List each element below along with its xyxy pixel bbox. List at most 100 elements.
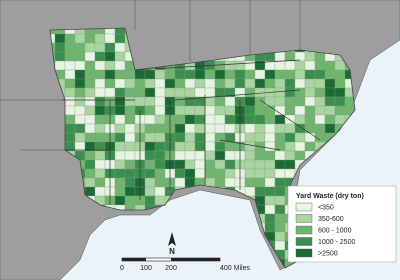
- county: [264, 105, 276, 116]
- county: [194, 78, 206, 89]
- county: [284, 105, 296, 116]
- county: [314, 60, 326, 71]
- county: [234, 78, 246, 89]
- county: [124, 87, 136, 98]
- county: [214, 96, 226, 107]
- county: [64, 51, 76, 62]
- county: [124, 123, 136, 134]
- county: [254, 168, 266, 179]
- county: [304, 51, 316, 62]
- county: [224, 123, 236, 134]
- county: [274, 240, 286, 251]
- county: [224, 96, 236, 107]
- county: [104, 60, 116, 71]
- county: [104, 69, 116, 80]
- county: [114, 105, 126, 116]
- county: [114, 168, 126, 179]
- county: [64, 78, 76, 89]
- county: [244, 159, 256, 170]
- county: [304, 141, 316, 152]
- county: [214, 78, 226, 89]
- county: [214, 60, 226, 71]
- county: [184, 168, 196, 179]
- county: [174, 114, 186, 125]
- county: [254, 186, 266, 197]
- county: [144, 105, 156, 116]
- county: [194, 141, 206, 152]
- county: [194, 105, 206, 116]
- county: [294, 87, 306, 98]
- county: [64, 123, 76, 134]
- scale-bar-segment: [171, 258, 220, 261]
- scale-label: 100: [140, 265, 152, 272]
- county: [194, 168, 206, 179]
- county: [284, 69, 296, 80]
- county: [284, 87, 296, 98]
- county: [144, 168, 156, 179]
- county: [274, 60, 286, 71]
- county: [74, 105, 86, 116]
- county: [274, 213, 286, 224]
- county: [94, 87, 106, 98]
- county: [264, 114, 276, 125]
- county: [124, 186, 136, 197]
- county: [174, 123, 186, 134]
- county: [184, 159, 196, 170]
- county: [334, 114, 346, 125]
- county: [304, 69, 316, 80]
- county: [274, 78, 286, 89]
- county: [244, 150, 256, 161]
- county: [84, 105, 96, 116]
- county: [154, 186, 166, 197]
- county: [264, 177, 276, 188]
- scale-label: 400 Miles: [220, 265, 250, 272]
- county: [94, 96, 106, 107]
- county: [94, 60, 106, 71]
- county: [94, 42, 106, 53]
- county: [314, 51, 326, 62]
- legend-label: >2500: [318, 250, 338, 257]
- county: [274, 231, 286, 242]
- county: [74, 132, 86, 143]
- county: [284, 132, 296, 143]
- county: [214, 177, 226, 188]
- county: [94, 33, 106, 44]
- county: [164, 69, 176, 80]
- county: [64, 105, 76, 116]
- county: [184, 132, 196, 143]
- county: [264, 132, 276, 143]
- state-borders: [0, 0, 301, 151]
- county: [304, 78, 316, 89]
- county: [64, 114, 76, 125]
- county: [294, 141, 306, 152]
- county: [254, 78, 266, 89]
- county: [284, 60, 296, 71]
- county: [264, 195, 276, 206]
- county: [314, 96, 326, 107]
- county: [84, 177, 96, 188]
- county: [114, 195, 126, 206]
- county: [264, 78, 276, 89]
- county: [114, 69, 126, 80]
- county: [324, 78, 336, 89]
- county: [154, 96, 166, 107]
- county: [264, 204, 276, 215]
- county: [94, 51, 106, 62]
- county: [114, 123, 126, 134]
- county: [54, 33, 66, 44]
- county: [324, 105, 336, 116]
- county: [74, 69, 86, 80]
- county: [124, 159, 136, 170]
- county: [274, 186, 286, 197]
- county: [104, 87, 116, 98]
- southern-state-borders: [62, 59, 321, 205]
- county: [274, 159, 286, 170]
- county: [194, 132, 206, 143]
- county: [104, 42, 116, 53]
- county: [264, 141, 276, 152]
- county: [64, 69, 76, 80]
- county: [294, 78, 306, 89]
- county: [184, 87, 196, 98]
- scale-label: 200: [165, 265, 177, 272]
- county: [224, 141, 236, 152]
